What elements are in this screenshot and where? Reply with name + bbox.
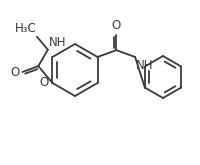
Text: NH: NH	[136, 59, 154, 72]
Text: O: O	[112, 19, 121, 32]
Text: O: O	[39, 77, 48, 89]
Text: O: O	[10, 66, 19, 80]
Text: NH: NH	[49, 36, 66, 49]
Text: H₃C: H₃C	[15, 22, 37, 35]
